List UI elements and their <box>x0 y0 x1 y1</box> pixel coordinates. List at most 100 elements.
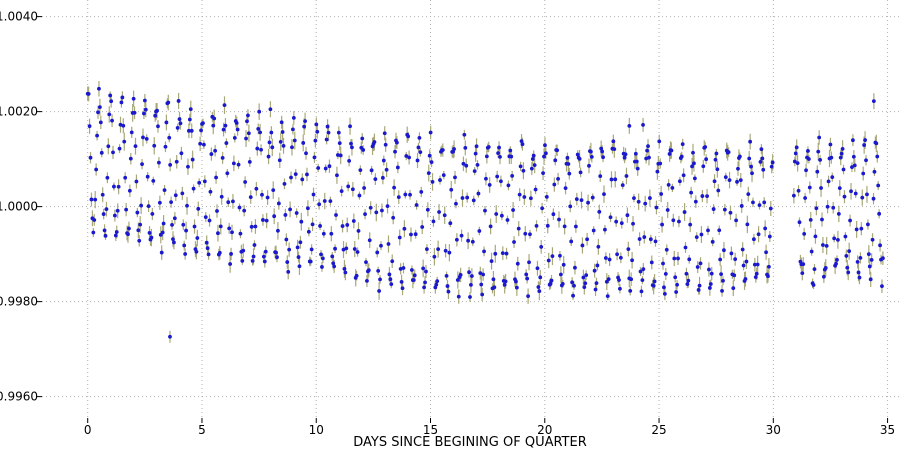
data-point <box>496 151 501 156</box>
data-point <box>758 160 763 164</box>
data-point <box>699 232 704 237</box>
x-tick-label: 10 <box>309 423 324 437</box>
data-point <box>573 224 578 229</box>
data-point <box>414 203 419 207</box>
data-point <box>321 231 326 236</box>
data-point <box>560 281 565 286</box>
data-point <box>295 245 300 250</box>
data-point <box>197 180 202 185</box>
data-point <box>733 257 738 262</box>
data-point <box>209 152 214 156</box>
data-point <box>840 146 845 151</box>
data-point <box>351 219 356 223</box>
data-point <box>524 272 529 277</box>
data-point <box>322 199 327 203</box>
data-point <box>517 192 522 197</box>
data-point <box>571 293 575 298</box>
data-point <box>145 174 150 179</box>
data-point <box>664 247 669 252</box>
data-point <box>373 177 378 182</box>
data-point <box>813 234 818 239</box>
data-point <box>227 226 232 231</box>
data-point <box>687 257 692 262</box>
data-point <box>469 274 474 278</box>
data-point <box>740 247 745 252</box>
data-point <box>874 141 879 146</box>
data-point <box>187 128 191 133</box>
data-point <box>184 228 188 233</box>
data-point <box>500 251 505 256</box>
data-point <box>194 249 199 254</box>
data-point <box>600 149 605 154</box>
data-point <box>302 124 307 129</box>
data-point <box>548 281 553 286</box>
data-point <box>662 291 667 296</box>
data-point <box>126 232 130 237</box>
data-point <box>361 148 366 152</box>
outlier-point <box>168 334 172 339</box>
data-point <box>173 193 178 198</box>
data-point <box>797 220 802 225</box>
data-point <box>176 99 181 103</box>
data-point <box>514 285 519 290</box>
data-point <box>750 171 754 176</box>
data-point <box>675 282 679 287</box>
data-point <box>132 110 137 115</box>
data-point <box>397 235 402 240</box>
data-point <box>492 285 497 290</box>
data-point <box>286 269 291 274</box>
data-point <box>544 194 549 199</box>
data-point <box>174 159 179 164</box>
data-point <box>613 177 618 182</box>
data-point <box>170 222 174 227</box>
data-point <box>122 139 127 144</box>
data-point <box>304 151 308 156</box>
data-point <box>234 121 239 125</box>
data-point <box>326 130 331 135</box>
data-point <box>692 176 697 181</box>
data-point <box>93 197 98 202</box>
data-point <box>534 223 539 228</box>
data-point <box>431 219 436 224</box>
data-point <box>660 222 664 227</box>
data-point <box>652 279 657 284</box>
data-point <box>104 207 109 212</box>
data-point <box>315 129 320 134</box>
data-point <box>270 145 275 150</box>
data-point <box>441 173 446 178</box>
data-point <box>401 266 406 270</box>
data-point <box>721 278 725 283</box>
data-point <box>620 183 625 188</box>
data-point <box>150 212 155 216</box>
data-point <box>594 281 599 286</box>
data-point <box>206 252 211 257</box>
data-point <box>526 294 530 299</box>
data-point <box>369 168 374 173</box>
data-point <box>89 197 94 202</box>
data-point <box>832 236 837 241</box>
data-point <box>557 217 561 222</box>
data-point <box>332 264 337 269</box>
data-point <box>348 124 352 129</box>
y-axis-ticks: 0.9960 0.9980 1.0000 1.0020 1.0040 <box>0 10 42 404</box>
data-point <box>484 154 489 159</box>
data-point <box>456 294 461 299</box>
data-point <box>119 100 124 105</box>
data-point <box>754 271 759 276</box>
data-point <box>839 151 844 156</box>
data-point <box>246 131 251 136</box>
data-point <box>290 145 294 150</box>
data-point <box>497 145 501 150</box>
data-point <box>136 228 141 233</box>
data-point <box>843 234 848 239</box>
data-point <box>695 265 700 269</box>
data-point <box>386 242 391 246</box>
data-point <box>734 218 739 223</box>
data-point <box>243 180 248 184</box>
data-point <box>106 144 111 149</box>
data-point <box>672 256 677 261</box>
data-point <box>691 150 695 155</box>
data-point <box>632 196 636 201</box>
data-point <box>426 171 431 176</box>
data-point <box>447 250 452 255</box>
